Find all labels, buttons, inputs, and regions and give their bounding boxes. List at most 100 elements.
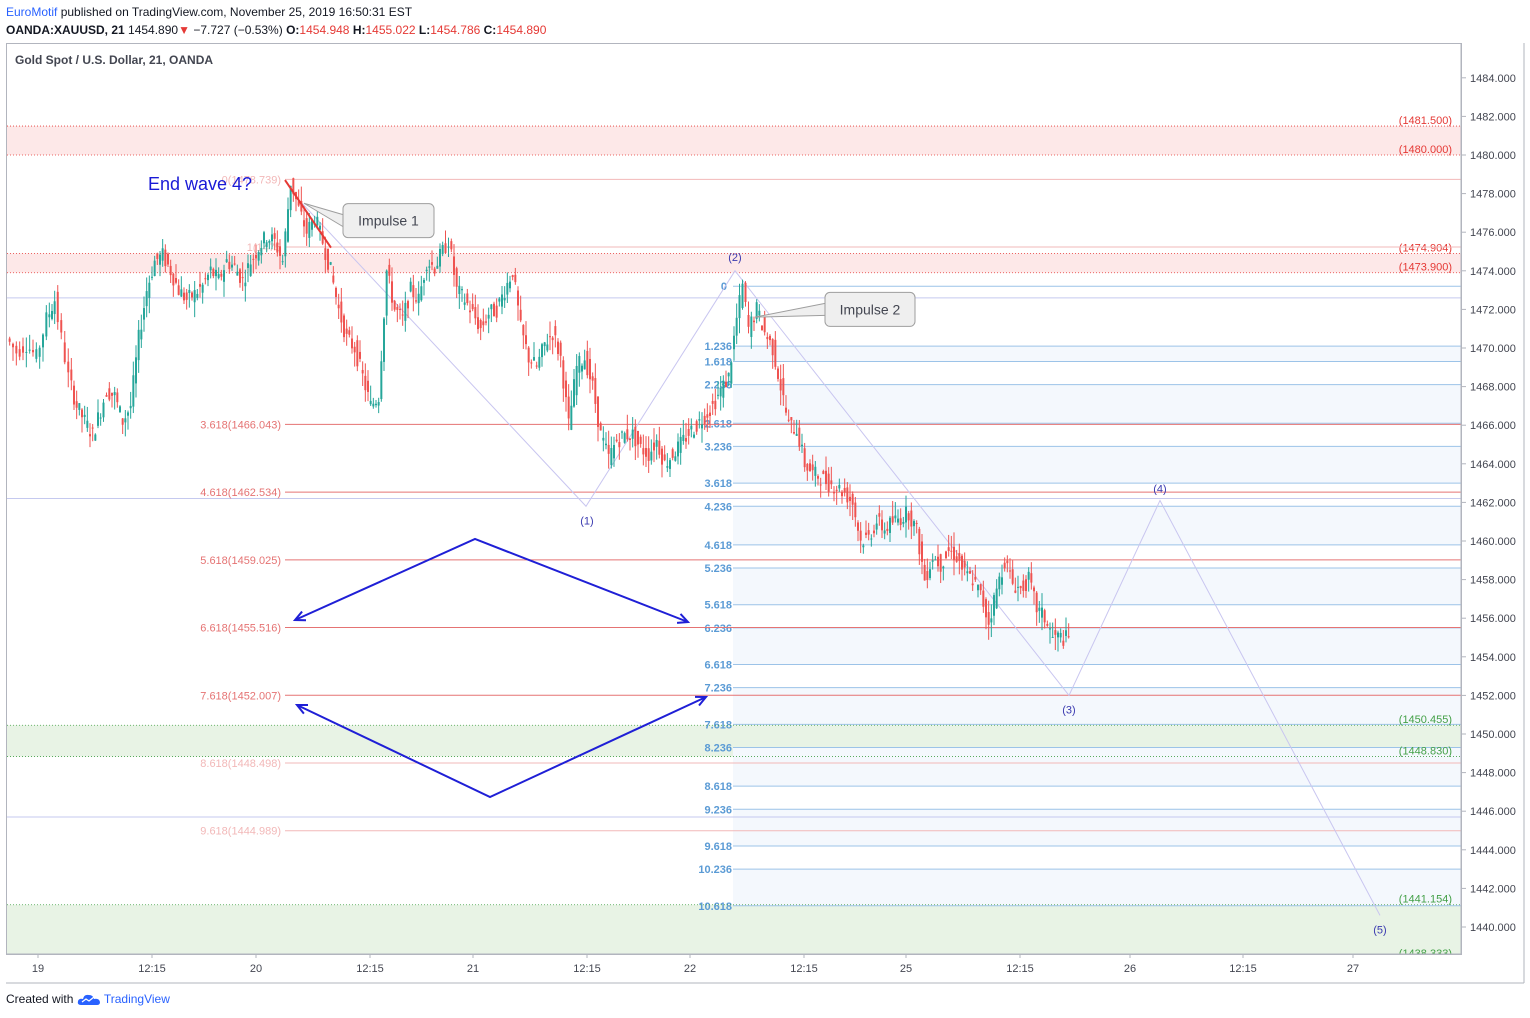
candle-body (73, 385, 75, 405)
fib-level-label: 1.618 (704, 357, 732, 369)
candle-body (63, 342, 66, 363)
y-tick-label: 1466.000 (1470, 420, 1516, 432)
candle-body (102, 402, 105, 418)
low-label: L: (418, 23, 431, 37)
wave-label: (3) (1062, 704, 1075, 716)
x-tick-label: 12:15 (573, 963, 601, 975)
candle-body (709, 412, 711, 416)
candle-body (929, 569, 931, 579)
high-label: H: (352, 23, 366, 37)
candle-body (530, 362, 533, 364)
publisher-link[interactable]: EuroMotif (6, 5, 58, 19)
candle-body (367, 380, 369, 392)
wave-label: (4) (1153, 483, 1166, 495)
candle-body (113, 392, 116, 396)
candle-body (441, 245, 444, 254)
fib-band (733, 446, 1461, 484)
candle-body (153, 260, 156, 277)
candle-body (503, 297, 506, 301)
candle-body (45, 312, 48, 337)
candle-body (172, 273, 175, 286)
candle-body (985, 599, 987, 618)
y-tick-label: 1442.000 (1470, 883, 1516, 895)
candle-body (388, 264, 391, 276)
candle-body (645, 448, 647, 457)
candle-body (415, 300, 417, 302)
upper-arrow (294, 537, 689, 623)
candle-body (212, 268, 215, 277)
candle-body (439, 248, 441, 267)
x-tick-label: 27 (1347, 963, 1359, 975)
candle-body (67, 361, 70, 373)
candle-body (1065, 630, 1067, 636)
candle-body (974, 576, 977, 580)
candle-body (690, 425, 693, 430)
y-tick-label: 1482.000 (1470, 111, 1516, 123)
candle-body (201, 284, 204, 293)
symbol-name[interactable]: OANDA:XAUUSD, 21 (6, 23, 125, 37)
fib-level-label: 10.618 (698, 901, 732, 913)
y-tick-label: 1462.000 (1470, 497, 1516, 509)
candle-body (953, 546, 955, 561)
candle-body (995, 588, 998, 609)
candle-body (458, 285, 461, 294)
candle-body (177, 285, 180, 295)
tradingview-link[interactable]: TradingView (103, 992, 170, 1006)
candle-body (607, 444, 610, 454)
candle-body (511, 275, 514, 278)
candle-body (485, 321, 487, 323)
candle-body (763, 316, 766, 333)
candle-body (966, 571, 969, 574)
candle-body (1049, 628, 1051, 630)
candle-body (851, 493, 854, 505)
publish-line: EuroMotif published on TradingView.com, … (6, 5, 412, 19)
candle-body (727, 372, 730, 377)
candle-body (89, 434, 91, 437)
candle-body (642, 448, 645, 455)
candle-body (469, 310, 471, 313)
fib-level-label: 5.236 (704, 563, 732, 575)
candle-body (431, 262, 433, 265)
candle-body (615, 439, 618, 442)
candle-body (779, 379, 782, 391)
support-zone-lower (7, 904, 1461, 954)
candle-body (420, 286, 423, 301)
candle-body (159, 254, 161, 265)
candle-body (433, 268, 436, 274)
candle-body (822, 471, 825, 474)
candle-body (263, 232, 265, 244)
candle-body (399, 308, 401, 310)
level-label: (1441.154) (1399, 894, 1452, 906)
x-tick-label: 12:15 (356, 963, 384, 975)
candle-body (487, 314, 490, 319)
candle-body (281, 261, 284, 263)
candle-body (348, 330, 351, 335)
candle-body (979, 584, 982, 591)
candle-body (180, 289, 183, 297)
candle-body (1038, 607, 1041, 611)
candle-body (1022, 580, 1025, 591)
candle-body (535, 365, 538, 367)
candle-body (482, 321, 485, 326)
y-tick-label: 1460.000 (1470, 536, 1516, 548)
candle-body (987, 612, 990, 625)
candle-body (191, 292, 193, 298)
candle-body (1003, 562, 1006, 569)
candle-body (597, 396, 599, 427)
candle-body (750, 316, 753, 337)
y-tick-label: 1476.000 (1470, 227, 1516, 239)
candle-body (698, 419, 701, 421)
candle-body (650, 451, 653, 461)
y-tick-label: 1474.000 (1470, 266, 1516, 278)
candle-body (209, 266, 212, 271)
candle-body (806, 463, 809, 471)
candle-body (629, 438, 631, 440)
candle-body (939, 554, 942, 572)
candle-body (945, 551, 947, 559)
candle-body (602, 437, 605, 441)
candle-body (1027, 571, 1030, 580)
wave-label: (5) (1373, 924, 1386, 936)
fib-level-label: 9.618 (704, 841, 732, 853)
candle-body (862, 545, 865, 548)
